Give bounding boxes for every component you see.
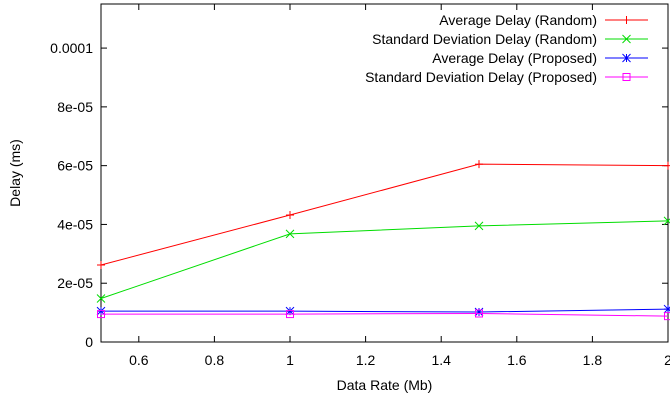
- x-axis-label: Data Rate (Mb): [337, 377, 433, 393]
- x-tick-label: 1.8: [583, 352, 603, 368]
- y-tick-label: 4e-05: [57, 216, 93, 232]
- x-tick-label: 1.6: [507, 352, 527, 368]
- series-4-point: [97, 310, 105, 319]
- series-1-point: [475, 160, 483, 169]
- y-tick-label: 6e-05: [57, 158, 93, 174]
- legend-label: Average Delay (Proposed): [432, 50, 597, 66]
- x-tick-label: 1.4: [431, 352, 451, 368]
- y-tick-label: 0: [85, 334, 93, 350]
- series-4-point: [286, 310, 294, 319]
- x-tick-label: 2: [664, 352, 670, 368]
- x-tick-label: 0.8: [205, 352, 225, 368]
- series-2-point: [474, 221, 484, 231]
- legend-marker: [622, 16, 631, 24]
- series-2-point-stroke: [285, 229, 295, 239]
- series-1-point: [664, 161, 670, 170]
- legend-marker-stroke: [622, 73, 631, 81]
- series-2-point: [285, 229, 295, 239]
- series-4-point: [475, 309, 483, 318]
- plot-frame: [100, 3, 669, 343]
- series-2-point: [663, 216, 670, 226]
- y-tick-label: 0.0001: [50, 40, 93, 56]
- y-axis-label: Delay (ms): [7, 139, 23, 207]
- series-line-1: [100, 163, 669, 266]
- series-3-point: [96, 306, 106, 316]
- series-3-point-stroke: [663, 306, 670, 314]
- y-tick-label: 2e-05: [57, 275, 93, 291]
- series-4-point-stroke: [664, 312, 670, 321]
- series-line-2: [100, 220, 669, 299]
- series-3-point: [474, 307, 484, 317]
- legend-marker-stroke: [622, 53, 631, 63]
- x-tick-label: 0.6: [129, 352, 149, 368]
- series-1-point: [286, 211, 294, 220]
- legend-label: Standard Deviation Delay (Random): [372, 31, 597, 47]
- series-2-point-stroke: [663, 218, 670, 226]
- series-2-point-stroke: [96, 294, 106, 303]
- series-3-point-stroke: [96, 306, 106, 316]
- series-4-point-stroke: [286, 310, 294, 319]
- series-3-point-stroke: [474, 307, 484, 317]
- series-line-4: [101, 312, 669, 317]
- legend-marker: [622, 34, 631, 44]
- series-1-point: [97, 260, 105, 269]
- x-tick-label: 1.2: [356, 352, 376, 368]
- series-2-point-stroke: [474, 221, 484, 231]
- series-4-point: [664, 312, 670, 321]
- y-tick-label: 8e-05: [57, 99, 93, 115]
- legend-label: Standard Deviation Delay (Proposed): [365, 69, 597, 85]
- series-4-point-stroke: [475, 309, 483, 318]
- legend-label: Average Delay (Random): [439, 12, 597, 28]
- legend-marker: [622, 53, 631, 63]
- legend-marker-stroke: [622, 34, 631, 44]
- series-2-point: [96, 294, 106, 303]
- x-tick-label: 1: [286, 352, 294, 368]
- series-line-3: [101, 308, 669, 313]
- series-4-point-stroke: [97, 310, 105, 319]
- series-3-point: [663, 304, 670, 314]
- legend-marker: [622, 73, 631, 81]
